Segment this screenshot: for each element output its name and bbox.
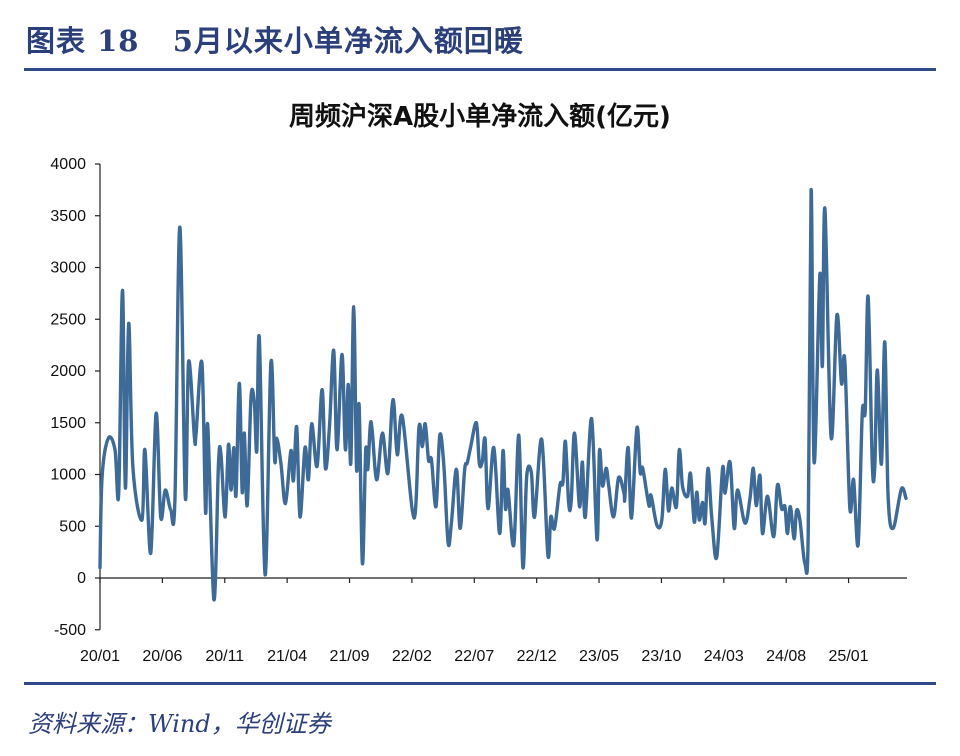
y-tick-label: 500 [59,518,86,535]
y-tick-label: 2500 [50,311,86,328]
x-tick-label: 23/05 [579,648,619,665]
y-tick-label: 4000 [50,156,86,173]
x-tick-label: 22/07 [454,648,494,665]
y-tick-label: 1500 [50,415,86,432]
x-tick-label: 20/11 [205,648,244,665]
x-tick-label: 21/04 [267,648,307,665]
y-tick-label: 1000 [50,467,86,484]
x-tick-label: 21/09 [329,648,369,665]
chart-title: 周频沪深A股小单净流入额(亿元) [289,102,671,132]
x-tick-label: 24/08 [766,648,806,665]
y-tick-label: 3000 [50,260,86,277]
y-tick-labels: 4000 3500 3000 2500 2000 1500 1000 500 0 -500 [50,156,86,639]
x-tick-label: 25/01 [829,648,869,665]
figure-title: 图表 18 5月以来小单净流入额回暖 [26,24,524,58]
bottom-divider [24,682,936,685]
series-line [98,188,908,602]
y-tick-label: -500 [54,622,86,639]
y-tick-label: 3500 [50,208,86,225]
source-note: 资料来源：Wind，华创证券 [28,710,331,738]
x-tick-labels: 20/01 20/06 20/11 21/04 21/09 22/02 22/07 22/12… [80,648,869,665]
x-tick-label: 20/06 [142,648,182,665]
x-tick-label: 22/02 [392,648,432,665]
x-tick-label: 22/12 [517,648,557,665]
x-tick-label: 20/01 [80,648,120,665]
y-tick-label: 2000 [50,363,86,380]
x-tick-label: 23/10 [641,648,681,665]
x-tick-label: 24/03 [704,648,744,665]
y-tick-label: 0 [77,570,86,587]
series-group [98,188,908,602]
top-divider [24,68,936,71]
line-chart: 4000 3500 3000 2500 2000 1500 1000 500 0 -500 20/… [50,156,908,665]
